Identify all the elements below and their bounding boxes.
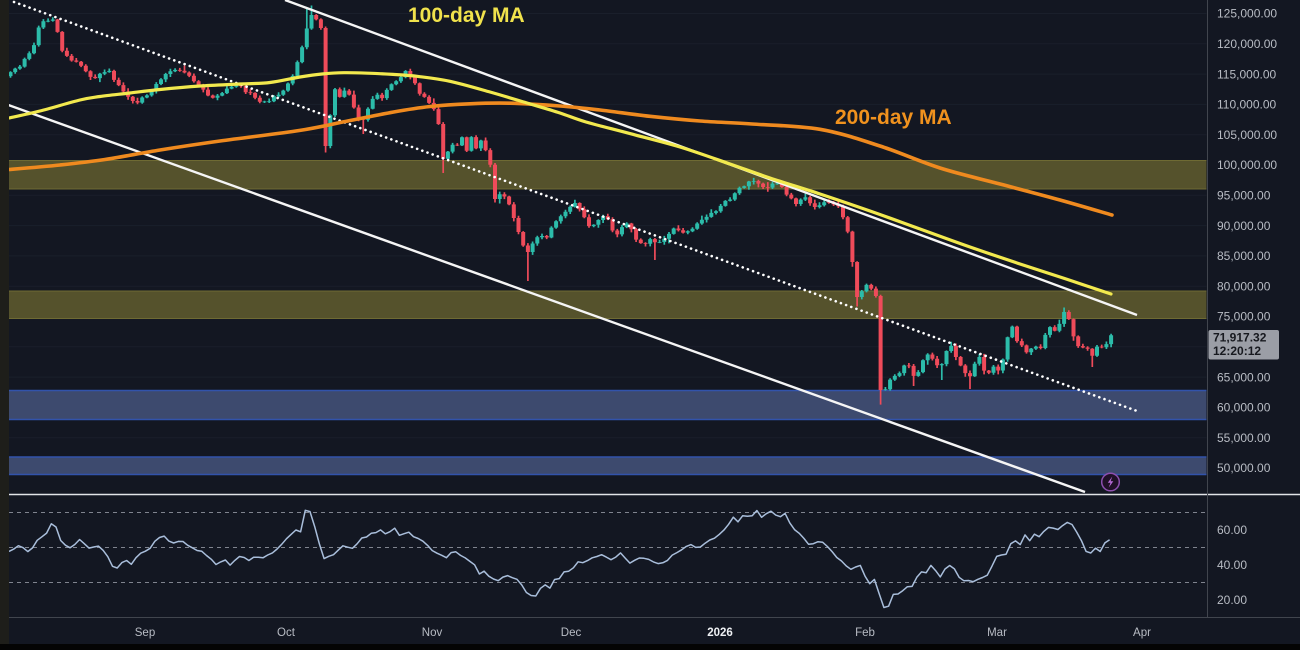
- svg-text:Feb: Feb: [855, 627, 875, 639]
- svg-text:Apr: Apr: [1133, 627, 1151, 639]
- svg-text:40.00: 40.00: [1217, 558, 1247, 572]
- svg-text:12:20:12: 12:20:12: [1213, 344, 1261, 358]
- svg-text:80,000.00: 80,000.00: [1217, 279, 1271, 293]
- svg-text:125,000.00: 125,000.00: [1217, 7, 1277, 21]
- svg-text:95,000.00: 95,000.00: [1217, 189, 1271, 203]
- svg-text:75,000.00: 75,000.00: [1217, 310, 1271, 324]
- svg-text:120,000.00: 120,000.00: [1217, 37, 1277, 51]
- svg-text:65,000.00: 65,000.00: [1217, 370, 1271, 384]
- svg-text:60,000.00: 60,000.00: [1217, 401, 1271, 415]
- svg-text:110,000.00: 110,000.00: [1217, 98, 1276, 112]
- svg-text:55,000.00: 55,000.00: [1217, 431, 1271, 445]
- svg-text:100-day MA: 100-day MA: [408, 4, 525, 27]
- svg-text:90,000.00: 90,000.00: [1217, 219, 1271, 233]
- svg-text:Dec: Dec: [561, 627, 582, 639]
- svg-text:Mar: Mar: [987, 627, 1007, 639]
- svg-text:60.00: 60.00: [1217, 523, 1247, 537]
- svg-text:105,000.00: 105,000.00: [1217, 128, 1277, 142]
- svg-text:115,000.00: 115,000.00: [1217, 67, 1276, 81]
- svg-text:Oct: Oct: [277, 627, 296, 639]
- svg-text:85,000.00: 85,000.00: [1217, 249, 1271, 263]
- svg-text:20.00: 20.00: [1217, 593, 1247, 607]
- svg-text:2026: 2026: [707, 627, 733, 639]
- svg-text:Nov: Nov: [422, 627, 443, 639]
- svg-text:Sep: Sep: [135, 627, 155, 639]
- svg-text:200-day MA: 200-day MA: [835, 106, 952, 129]
- svg-text:71,917.32: 71,917.32: [1213, 331, 1267, 345]
- svg-text:50,000.00: 50,000.00: [1217, 461, 1271, 475]
- svg-text:100,000.00: 100,000.00: [1217, 158, 1277, 172]
